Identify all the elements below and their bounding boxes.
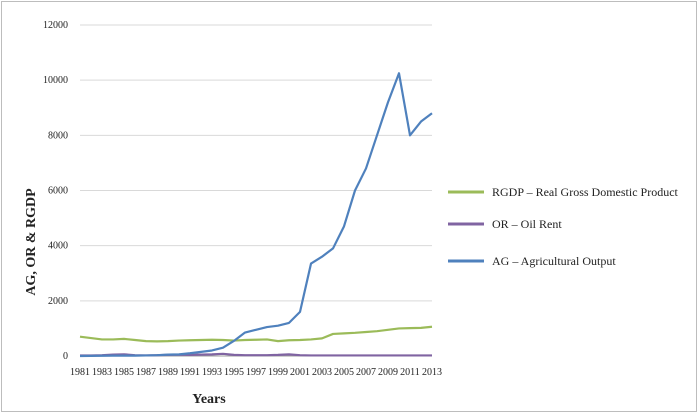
x-tick-label: 1999 <box>268 367 288 378</box>
x-tick-label: 1985 <box>114 367 134 378</box>
y-tick-label: 8000 <box>48 130 68 141</box>
x-tick-label: 2003 <box>312 367 332 378</box>
x-tick-label: 2007 <box>356 367 376 378</box>
legend-label-1: RGDP – Real Gross Domestic Product <box>492 185 679 199</box>
legend: RGDP – Real Gross Domestic Product OR – O… <box>448 185 679 268</box>
x-axis-title: Years <box>192 392 226 407</box>
y-tick-label: 10000 <box>43 75 68 86</box>
x-tick-label: 1987 <box>136 367 156 378</box>
x-tick-label: 1995 <box>224 367 244 378</box>
y-tick-label: 0 <box>63 351 68 362</box>
x-tick-label: 1983 <box>92 367 112 378</box>
y-tick-label: 12000 <box>43 20 68 31</box>
x-tick-label: 2005 <box>334 367 354 378</box>
x-tick-label: 1989 <box>158 367 178 378</box>
x-tick-label: 2009 <box>378 367 398 378</box>
y-tick-label: 6000 <box>48 186 68 197</box>
y-axis-ticks: 0 2000 4000 6000 8000 10000 12000 <box>43 20 68 362</box>
x-tick-label: 2011 <box>400 367 420 378</box>
x-tick-label: 2001 <box>290 367 310 378</box>
y-tick-label: 2000 <box>48 296 68 307</box>
x-tick-label: 1993 <box>202 367 222 378</box>
x-tick-label: 1997 <box>246 367 266 378</box>
legend-label-3: AG – Agricultural Output <box>492 254 616 268</box>
x-tick-label: 1991 <box>180 367 200 378</box>
y-tick-label: 4000 <box>48 241 68 252</box>
series-line-3 <box>80 73 432 356</box>
x-tick-label: 1981 <box>70 367 90 378</box>
y-axis-title: AG, OR & RGDP <box>24 188 39 296</box>
x-axis-ticks: 1981 1983 1985 1987 1989 1991 1993 1995 1997 1999… <box>70 367 442 378</box>
legend-label-2: OR – Oil Rent <box>492 217 562 231</box>
series-lines <box>80 73 432 356</box>
gridlines <box>80 25 432 301</box>
x-tick-label: 2013 <box>422 367 442 378</box>
